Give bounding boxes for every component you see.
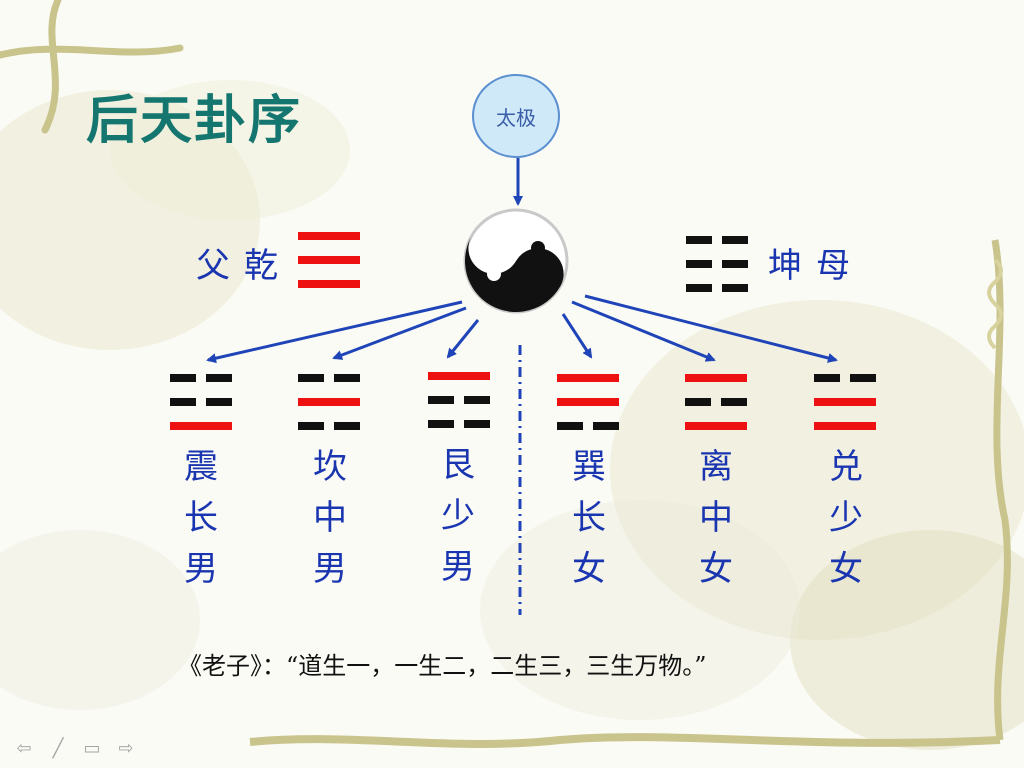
label-li: 离 中 女 [686,442,746,595]
trigram-rank: 少 [829,498,863,538]
arrow-to-li [571,300,716,362]
arrow-to-xun [561,313,593,359]
taiji-node: 太极 [472,74,560,158]
trigram-name: 震 [184,447,218,487]
arrow-to-kan [332,306,467,360]
label-gen: 艮 少 男 [428,440,488,593]
label-dui: 兑 少 女 [816,442,876,595]
trigram-name: 离 [699,447,733,487]
trigram-name: 坎 [313,447,347,487]
arrow-to-zhen [206,300,463,364]
nav-next-icon[interactable]: ⇨ [118,738,134,759]
trigram-gender: 男 [313,549,347,589]
trigram-gender: 女 [699,549,733,589]
nav-menu-icon[interactable]: ▭ [83,738,101,759]
trigram-rank: 中 [699,498,733,538]
page-title: 后天卦序 [86,90,303,151]
trigram-name: 兑 [829,447,863,487]
label-zhen: 震 长 男 [171,442,231,595]
yin-yang-icon [463,208,569,314]
slide-nav: ⇦ ╱ ▭ ⇨ [12,738,138,759]
arrow-to-dui [584,294,838,363]
trigram-name: 巽 [572,447,606,487]
label-father-qian: 父乾 [196,246,292,286]
trigram-rank: 长 [572,498,606,538]
label-kan: 坎 中 男 [300,442,360,595]
arrow-to-gen [446,319,480,359]
trigram-name: 艮 [441,445,475,485]
nav-prev-icon[interactable]: ⇦ [16,738,32,759]
laozi-quote: 《老子》：“道生一，一生二，二生三，三生万物。” [178,652,707,680]
trigram-gender: 男 [184,549,218,589]
nav-pen-icon[interactable]: ╱ [52,738,64,759]
trigram-rank: 长 [184,498,218,538]
trigram-rank: 少 [441,496,475,536]
label-xun: 巽 长 女 [559,442,619,595]
trigram-gender: 男 [441,547,475,587]
label-mother-kun: 坤母 [768,246,864,286]
trigram-gender: 女 [572,549,606,589]
trigram-gender: 女 [829,549,863,589]
trigram-rank: 中 [313,498,347,538]
